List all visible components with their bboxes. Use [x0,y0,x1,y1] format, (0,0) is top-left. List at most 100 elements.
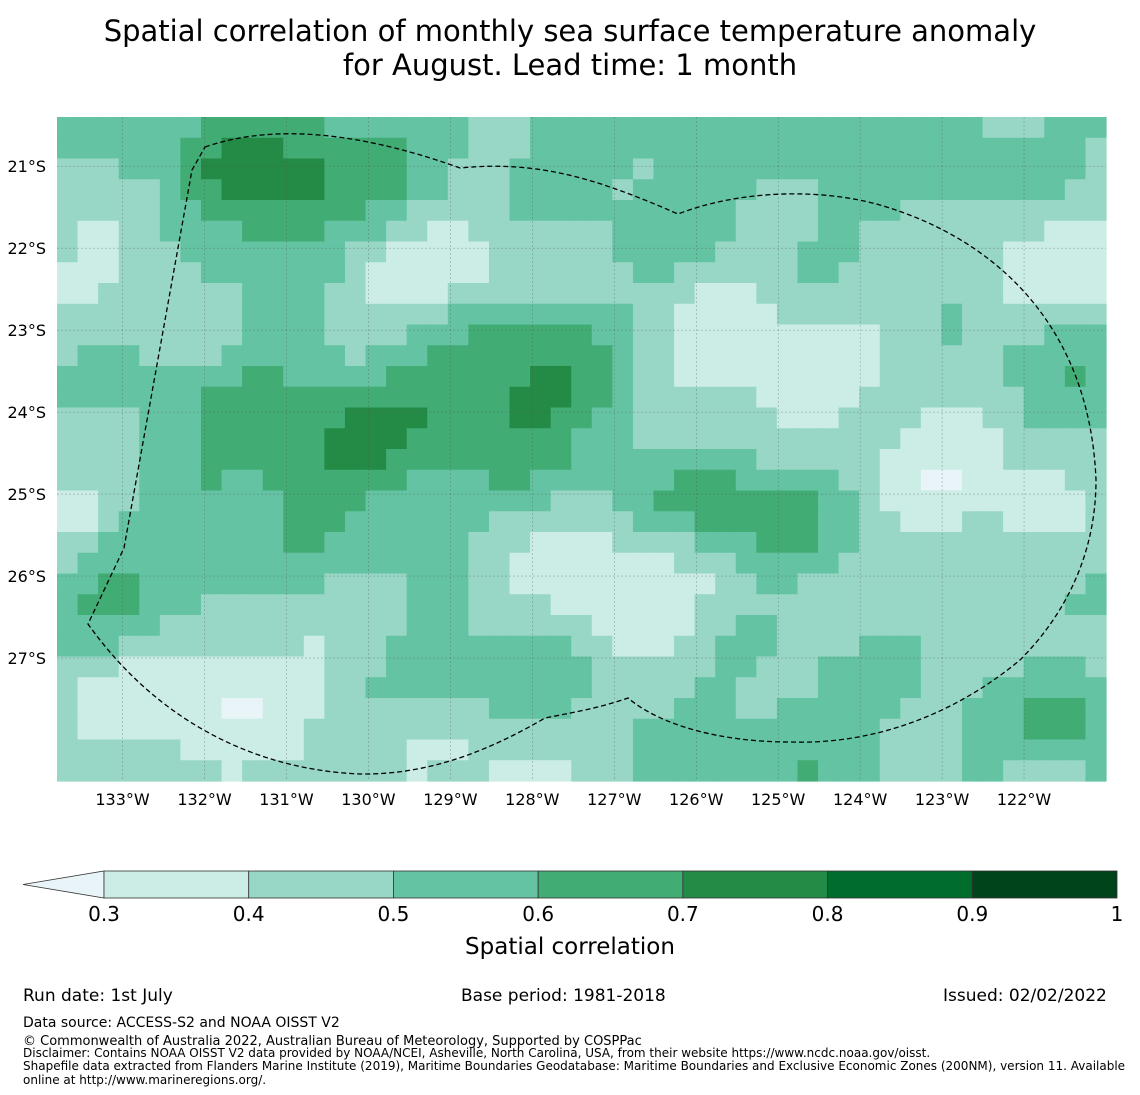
grid-cell [180,532,202,554]
grid-cell [365,552,387,575]
grid-cell [1003,241,1025,263]
grid-cell [941,386,963,409]
grid-cell [530,179,552,201]
grid-cell [715,158,737,180]
grid-cell [632,698,655,720]
grid-cell [920,386,943,409]
grid-cell [1044,262,1066,284]
grid-cell [1003,158,1025,180]
grid-cell [344,428,367,450]
grid-cell [982,158,1004,180]
grid-cell [571,283,593,305]
grid-cell [591,739,613,761]
grid-cell [1064,241,1087,263]
grid-cell [1064,677,1087,699]
grid-cell [324,615,346,637]
grid-cell [488,303,511,326]
grid-cell [118,283,140,305]
grid-cell [694,428,716,450]
grid-cell [632,552,655,575]
grid-cell [242,573,264,595]
grid-cell [776,573,799,595]
grid-cell [612,241,634,263]
grid-cell [530,698,552,720]
grid-cell [900,552,922,575]
grid-cell [488,366,511,388]
grid-cell [859,635,881,658]
grid-cell [612,220,634,243]
grid-cell [468,739,490,761]
colorbar-block [682,870,828,899]
grid-cell [488,428,511,450]
grid-cell [406,511,428,533]
grid-cell [283,739,305,761]
grid-cell [674,303,696,326]
grid-cell [612,760,634,782]
grid-cell [180,158,202,180]
grid-cell [1085,532,1107,554]
grid-cell [838,677,860,699]
grid-cell [879,158,901,180]
grid-cell [694,739,716,761]
grid-cell [242,760,264,782]
grid-cell [118,552,140,575]
grid-cell [776,283,799,305]
lat-tick-label: 25°S [7,485,46,504]
grid-cell [776,324,799,346]
grid-cell [509,532,531,554]
grid-cell [1085,490,1107,512]
grid-cell [879,262,901,284]
grid-cell [427,386,449,409]
longitude-labels: 133°W 132°W 131°W 130°W 129°W 128°W 127°W 126°W… [95,790,1051,809]
grid-cell [221,386,243,409]
grid-cell [118,117,140,139]
grid-cell [1044,345,1066,367]
colorbar-tick-label: 0.3 [88,902,120,926]
grid-cell [694,511,716,533]
grid-cell [159,428,182,450]
grid-cell [221,303,243,326]
grid-cell [139,241,161,263]
grid-cell [571,117,593,139]
grid-cell [653,303,675,326]
grid-cell [838,324,860,346]
grid-cell [530,407,552,429]
grid-cell [447,698,469,720]
grid-cell [57,760,79,782]
grid-cell [941,677,963,699]
grid-cell [756,200,778,222]
grid-cell [859,137,881,160]
grid-cell [818,262,840,284]
grid-cell [98,220,120,243]
grid-cell [77,594,99,616]
grid-cell [838,283,860,305]
grid-cell [427,241,449,263]
grid-cell [735,490,757,512]
grid-cell [591,511,613,533]
grid-cell [674,511,696,533]
grid-cell [653,117,675,139]
grid-cell [344,677,367,699]
grid-cell [756,117,778,139]
grid-cell [98,303,120,326]
grid-cell [879,179,901,201]
grid-cell [715,117,737,139]
grid-cell [1003,739,1025,761]
grid-cell [715,200,737,222]
grid-cell [221,241,243,263]
grid-cell [920,469,943,492]
lon-tick-label: 124°W [833,790,888,809]
grid-cell [530,532,552,554]
grid-cell [200,158,223,180]
grid-cell [694,698,716,720]
grid-cell [900,532,922,554]
grid-cell [159,532,182,554]
grid-cell [859,179,881,201]
grid-cell [735,158,757,180]
grid-cell [180,718,202,741]
grid-cell [920,303,943,326]
grid-cell [900,179,922,201]
grid-cell [982,324,1004,346]
grid-cell [1003,635,1025,658]
grid-cell [818,698,840,720]
